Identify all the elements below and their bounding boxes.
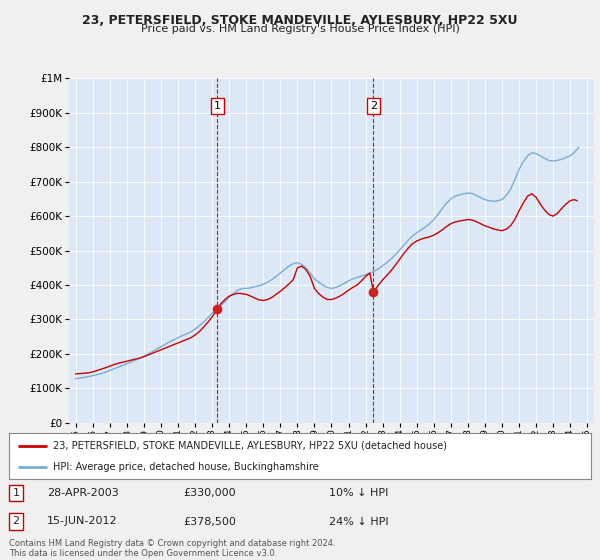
Text: 2: 2 bbox=[13, 516, 20, 526]
Text: Price paid vs. HM Land Registry's House Price Index (HPI): Price paid vs. HM Land Registry's House … bbox=[140, 24, 460, 34]
Text: 23, PETERSFIELD, STOKE MANDEVILLE, AYLESBURY, HP22 5XU (detached house): 23, PETERSFIELD, STOKE MANDEVILLE, AYLES… bbox=[53, 441, 446, 451]
Text: £330,000: £330,000 bbox=[184, 488, 236, 498]
Text: HPI: Average price, detached house, Buckinghamshire: HPI: Average price, detached house, Buck… bbox=[53, 463, 318, 472]
Text: 1: 1 bbox=[214, 101, 221, 111]
Text: 2: 2 bbox=[370, 101, 377, 111]
Text: 28-APR-2003: 28-APR-2003 bbox=[47, 488, 119, 498]
Text: 15-JUN-2012: 15-JUN-2012 bbox=[47, 516, 118, 526]
Text: 10% ↓ HPI: 10% ↓ HPI bbox=[329, 488, 388, 498]
Text: 23, PETERSFIELD, STOKE MANDEVILLE, AYLESBURY, HP22 5XU: 23, PETERSFIELD, STOKE MANDEVILLE, AYLES… bbox=[82, 14, 518, 27]
Text: Contains HM Land Registry data © Crown copyright and database right 2024.
This d: Contains HM Land Registry data © Crown c… bbox=[9, 539, 335, 558]
Text: 24% ↓ HPI: 24% ↓ HPI bbox=[329, 516, 389, 526]
Text: £378,500: £378,500 bbox=[184, 516, 236, 526]
Text: 1: 1 bbox=[13, 488, 19, 498]
